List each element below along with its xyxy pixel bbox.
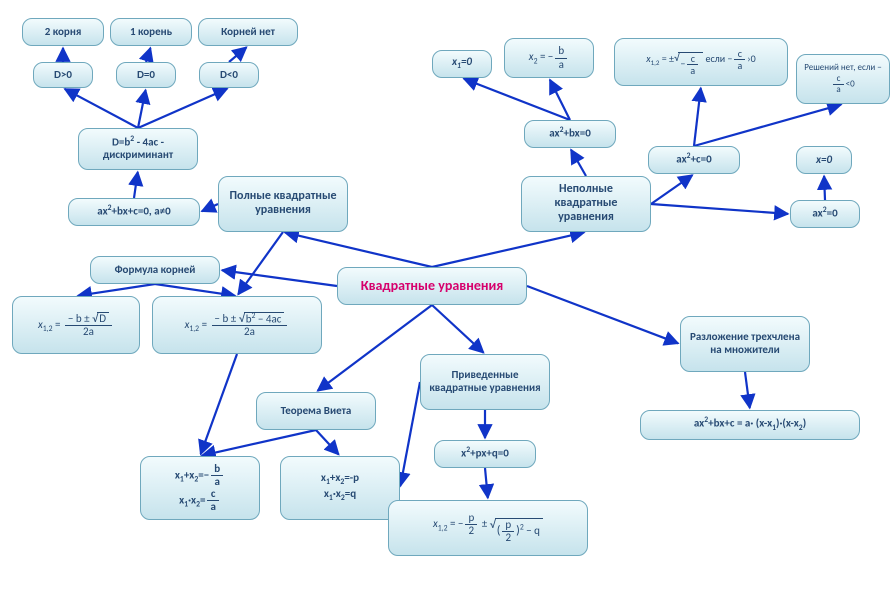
arrow-reduced-to-vieta_p <box>400 382 420 486</box>
diagram-stage: Квадратные уравнения Полные квадратные ур… <box>0 0 895 606</box>
node-reduced_root: x1,2 = −p2 ± (p2)2 − q <box>388 500 588 556</box>
node-std_eq-label: ax2+bx+c=0, a≠0 <box>75 205 193 218</box>
node-root-label: Квадратные уравнения <box>344 278 520 294</box>
node-factor_eq: ax2+bx+c = a· (x-x1)·(x-x2) <box>640 410 860 440</box>
arrow-root-to-factor <box>527 286 678 343</box>
node-vieta_a-label: x1+x2=−bax1·x2=ca <box>147 463 253 513</box>
node-ax2c: ax2+c=0 <box>648 146 740 174</box>
node-dgt0-label: D>0 <box>40 69 86 82</box>
node-reduced_eq-label: x2+px+q=0 <box>441 447 529 460</box>
node-no_sol: Решений нет, если −ca<0 <box>796 54 890 104</box>
node-deq0: D=0 <box>116 62 176 88</box>
node-no_sol-label: Решений нет, если −ca<0 <box>803 63 883 94</box>
node-factor-label: Разложение трехчлена на множители <box>687 331 803 356</box>
arrow-ax2bx-to-x1_0 <box>464 79 570 120</box>
node-incomplete-label: Неполные квадратные уравнения <box>528 183 644 224</box>
node-dlt0-label: D<0 <box>206 69 252 82</box>
node-x1_0-label: x1=0 <box>439 56 485 72</box>
node-reduced-label: Приведенные квадратные уравнения <box>427 369 543 394</box>
node-full-label: Полные квадратные уравнения <box>225 190 341 218</box>
arrow-dlt0-to-no_roots <box>229 47 246 62</box>
node-sqrt_pm-label: x1,2 = ±−ca если −ca›0 <box>621 48 781 77</box>
node-ax2: ax2=0 <box>790 200 860 228</box>
arrow-root-to-full <box>285 232 432 267</box>
arrow-factor-to-factor_eq <box>745 372 750 408</box>
node-x_0: x=0 <box>796 146 852 174</box>
node-root: Квадратные уравнения <box>337 267 527 305</box>
node-vieta_a: x1+x2=−bax1·x2=ca <box>140 456 260 520</box>
node-roots_form: Формула корней <box>90 256 220 284</box>
node-ax2-label: ax2=0 <box>797 207 853 220</box>
node-x1_0: x1=0 <box>432 50 492 78</box>
node-vieta_p: x1+x2=-px1·x2=q <box>280 456 400 520</box>
node-roots_full-label: x1,2 = − b ± b2 − 4ac2a <box>159 312 315 339</box>
node-roots_D-label: x1,2 = − b ± D2a <box>19 312 133 338</box>
arrow-roots_full-to-vieta_a <box>201 354 237 454</box>
arrow-root-to-roots_form <box>222 270 337 286</box>
node-one_root: 1 корень <box>110 18 192 46</box>
node-reduced_root-label: x1,2 = −p2 ± (p2)2 − q <box>395 512 581 543</box>
arrow-ax2c-to-no_sol <box>694 105 841 146</box>
node-sqrt_pm: x1,2 = ±−ca если −ca›0 <box>614 38 788 86</box>
node-roots_D: x1,2 = − b ± D2a <box>12 296 140 354</box>
node-ax2bx: ax2+bx=0 <box>524 120 616 148</box>
node-deq0-label: D=0 <box>123 69 169 82</box>
arrow-full-to-std_eq <box>202 204 218 211</box>
node-ax2c-label: ax2+c=0 <box>655 153 733 166</box>
arrow-disc-to-dgt0 <box>65 89 138 128</box>
arrow-ax2bx-to-x2_mba <box>550 80 570 120</box>
node-one_root-label: 1 корень <box>117 26 185 39</box>
arrow-roots_form-to-roots_full <box>155 284 235 296</box>
node-dlt0: D<0 <box>199 62 259 88</box>
arrow-vieta-to-vieta_a <box>202 430 316 456</box>
arrow-ax2c-to-sqrt_pm <box>694 88 701 146</box>
node-incomplete: Неполные квадратные уравнения <box>521 176 651 232</box>
arrow-full-to-roots_full <box>238 232 283 294</box>
arrow-root-to-reduced <box>432 305 484 353</box>
node-vieta: Теорема Виета <box>256 392 376 430</box>
arrow-disc-to-deq0 <box>138 90 146 128</box>
arrow-incomplete-to-ax2bx <box>571 150 586 176</box>
arrow-root-to-vieta <box>318 305 432 391</box>
arrow-incomplete-to-ax2 <box>651 204 788 214</box>
node-ax2bx-label: ax2+bx=0 <box>531 127 609 140</box>
arrow-ax2-to-x_0 <box>824 176 825 200</box>
node-dgt0: D>0 <box>33 62 93 88</box>
arrow-std_eq-to-disc <box>134 172 138 198</box>
arrow-root-to-incomplete <box>432 232 584 267</box>
arrow-roots_form-to-roots_D <box>78 284 155 296</box>
node-x_0-label: x=0 <box>803 154 845 167</box>
node-factor_eq-label: ax2+bx+c = a· (x-x1)·(x-x2) <box>647 417 853 434</box>
node-x2_mba-label: x2 = −ba <box>511 45 587 70</box>
node-x2_mba: x2 = −ba <box>504 38 594 78</box>
arrow-reduced_eq-to-reduced_root <box>485 468 488 498</box>
arrow-incomplete-to-ax2c <box>651 175 692 204</box>
node-no_roots: Корней нет <box>198 18 298 46</box>
node-vieta_p-label: x1+x2=-px1·x2=q <box>287 472 393 504</box>
node-roots_full: x1,2 = − b ± b2 − 4ac2a <box>152 296 322 354</box>
node-full: Полные квадратные уравнения <box>218 176 348 232</box>
node-two_roots: 2 корня <box>22 18 104 46</box>
arrow-disc-to-dlt0 <box>138 89 227 128</box>
node-factor: Разложение трехчлена на множители <box>680 316 810 372</box>
node-std_eq: ax2+bx+c=0, a≠0 <box>68 198 200 226</box>
node-two_roots-label: 2 корня <box>29 26 97 39</box>
node-no_roots-label: Корней нет <box>205 26 291 39</box>
node-roots_form-label: Формула корней <box>97 264 213 277</box>
node-vieta-label: Теорема Виета <box>263 405 369 418</box>
arrow-deq0-to-one_root <box>146 48 150 62</box>
node-disc-label: D=b2 - 4ac -дискриминант <box>85 136 191 162</box>
arrow-vieta-to-vieta_p <box>316 430 339 455</box>
node-reduced: Приведенные квадратные уравнения <box>420 354 550 410</box>
node-reduced_eq: x2+px+q=0 <box>434 440 536 468</box>
node-disc: D=b2 - 4ac -дискриминант <box>78 128 198 170</box>
